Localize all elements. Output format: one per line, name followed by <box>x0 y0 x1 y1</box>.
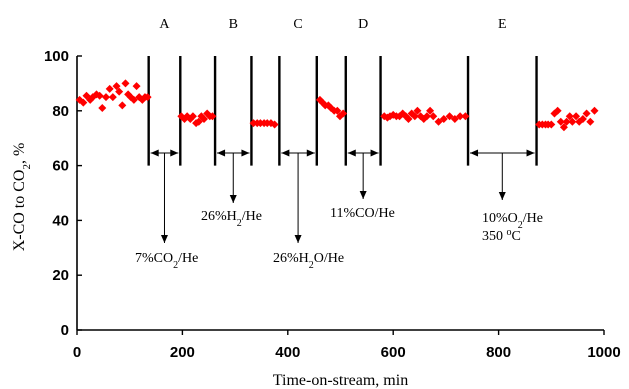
data-point <box>108 93 117 102</box>
x-axis: 0 200 400 600 800 1000 <box>73 329 621 361</box>
data-point <box>445 112 454 121</box>
region-annotation: 11%CO/He <box>330 206 395 221</box>
span-arrowhead-left <box>217 149 226 157</box>
region-a: A 7%CO2/He <box>135 17 198 271</box>
span-arrowhead-left <box>150 149 159 157</box>
data-point <box>194 117 203 126</box>
data-point <box>456 112 465 121</box>
data-point <box>590 106 599 115</box>
span-arrowhead-left <box>470 149 479 157</box>
region-d: D 11%CO/He <box>330 17 395 221</box>
data-point <box>553 106 562 115</box>
down-arrowhead <box>359 191 367 199</box>
span-arrowhead-right <box>241 149 250 157</box>
data-point <box>404 115 413 124</box>
down-arrowhead <box>498 192 506 200</box>
y-tick-label: 60 <box>52 158 69 175</box>
region-annotation: 7%CO2/He <box>135 251 198 271</box>
y-tick-label: 0 <box>61 322 69 339</box>
x-axis-label: Time-on-stream, min <box>273 372 408 389</box>
data-point <box>79 98 88 107</box>
region-annotation: 26%H2/He <box>201 209 262 229</box>
data-point <box>105 84 114 93</box>
data-point <box>333 106 342 115</box>
region-annotation: 10%O2/He <box>482 211 543 231</box>
data-point <box>270 120 279 129</box>
data-point <box>556 117 565 126</box>
region-label: A <box>159 17 170 32</box>
data-point <box>121 79 130 88</box>
y-tick-label: 80 <box>52 103 69 120</box>
data-point <box>95 91 104 100</box>
data-point <box>450 115 459 124</box>
data-point <box>339 109 348 118</box>
region-c: C 26%H2O/He <box>273 17 344 271</box>
data-point <box>547 120 556 129</box>
y-axis-label: X-CO to CO2, % <box>11 143 33 252</box>
region-b: B 26%H2/He <box>201 17 262 229</box>
down-arrowhead <box>229 195 237 203</box>
region-annotation: 26%H2O/He <box>273 251 344 271</box>
data-point <box>559 123 568 132</box>
data-point <box>410 112 419 121</box>
down-arrowhead <box>160 235 168 243</box>
span-arrowhead-left <box>281 149 290 157</box>
data-point <box>188 112 197 121</box>
down-arrowhead <box>294 235 302 243</box>
data-point <box>98 104 107 113</box>
data-point <box>434 117 443 126</box>
data-points <box>75 79 599 132</box>
x-tick-label: 200 <box>170 344 195 361</box>
data-point <box>461 112 470 121</box>
data-point <box>422 112 431 121</box>
x-tick-label: 0 <box>73 344 81 361</box>
data-point <box>565 112 574 121</box>
data-point <box>582 109 591 118</box>
region-label: D <box>358 17 368 32</box>
x-tick-label: 400 <box>275 344 300 361</box>
data-point <box>118 101 127 110</box>
data-point <box>129 95 138 104</box>
data-point <box>413 106 422 115</box>
region-label: C <box>293 17 302 32</box>
data-point <box>426 106 435 115</box>
span-arrowhead-right <box>170 149 179 157</box>
data-point <box>578 115 587 124</box>
region-annotation-line2: 350 oC <box>482 227 521 245</box>
region-label: B <box>229 17 238 32</box>
data-point <box>132 82 141 91</box>
data-point <box>429 112 438 121</box>
x-tick-label: 1000 <box>587 344 620 361</box>
x-tick-label: 600 <box>381 344 406 361</box>
data-point <box>586 117 595 126</box>
y-tick-label: 100 <box>44 48 69 65</box>
regions: A 7%CO2/He B 26%H2/He C 26%H2O/He D 11%CO/He E 10… <box>135 17 543 271</box>
y-tick-label: 40 <box>52 212 69 229</box>
data-point <box>112 82 121 91</box>
region-label: E <box>498 17 507 32</box>
data-point <box>208 112 217 121</box>
data-point <box>562 117 571 126</box>
span-arrowhead-right <box>526 149 535 157</box>
span-arrowhead-right <box>370 149 379 157</box>
data-point <box>572 112 581 121</box>
data-point <box>568 117 577 126</box>
data-point <box>200 115 209 124</box>
y-axis: 0 20 40 60 80 100 <box>44 48 82 339</box>
data-point <box>115 87 124 96</box>
x-tick-label: 800 <box>486 344 511 361</box>
data-point <box>439 115 448 124</box>
data-point <box>101 93 110 102</box>
data-point <box>143 93 152 102</box>
y-tick-label: 20 <box>52 267 69 284</box>
span-arrowhead-left <box>347 149 356 157</box>
span-arrowhead-right <box>306 149 315 157</box>
